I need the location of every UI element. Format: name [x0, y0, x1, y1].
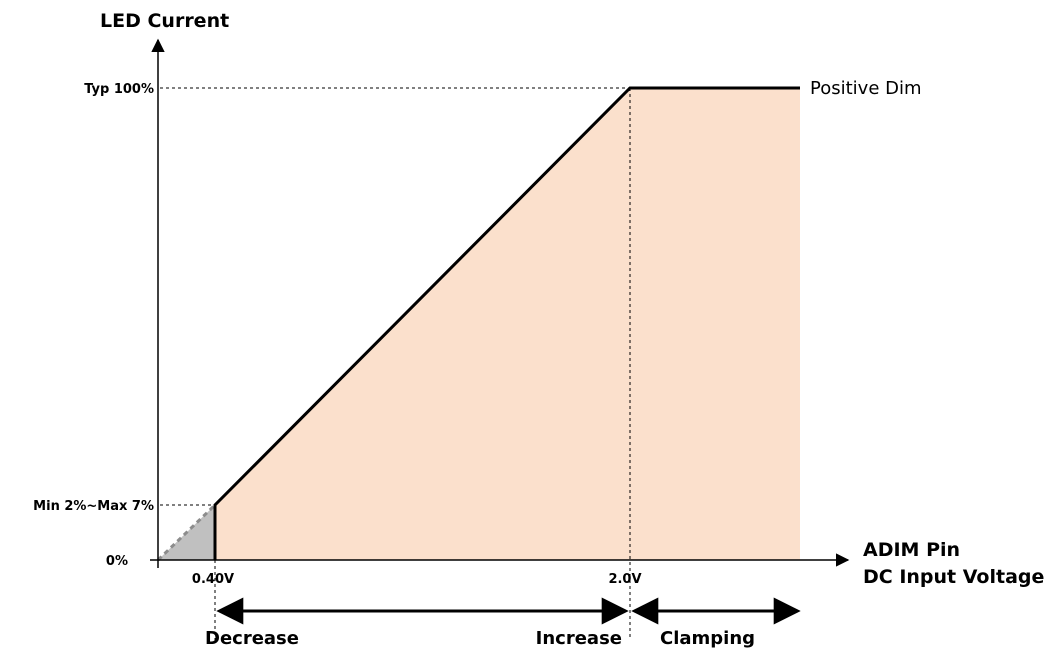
- active-region-fill: [215, 88, 800, 560]
- region-label-increase: Increase: [536, 628, 622, 649]
- region-label-decrease: Decrease: [205, 628, 299, 649]
- x-tick-low: 0.40V: [192, 572, 234, 587]
- y-tick-top: Typ 100%: [84, 82, 154, 97]
- x-axis-title-line1: ADIM Pin: [863, 539, 960, 561]
- y-tick-zero: 0%: [106, 554, 128, 569]
- curve-label: Positive Dim: [810, 78, 922, 99]
- y-tick-min: Min 2%~Max 7%: [33, 499, 154, 514]
- dimming-curve: [213, 86, 800, 560]
- x-tick-high: 2.0V: [608, 572, 641, 587]
- low-region-dashed-edge: [156, 503, 217, 562]
- x-axis-title-line2: DC Input Voltage: [863, 566, 1044, 588]
- y-axis-title: LED Current: [100, 10, 229, 32]
- region-label-clamping: Clamping: [660, 628, 755, 649]
